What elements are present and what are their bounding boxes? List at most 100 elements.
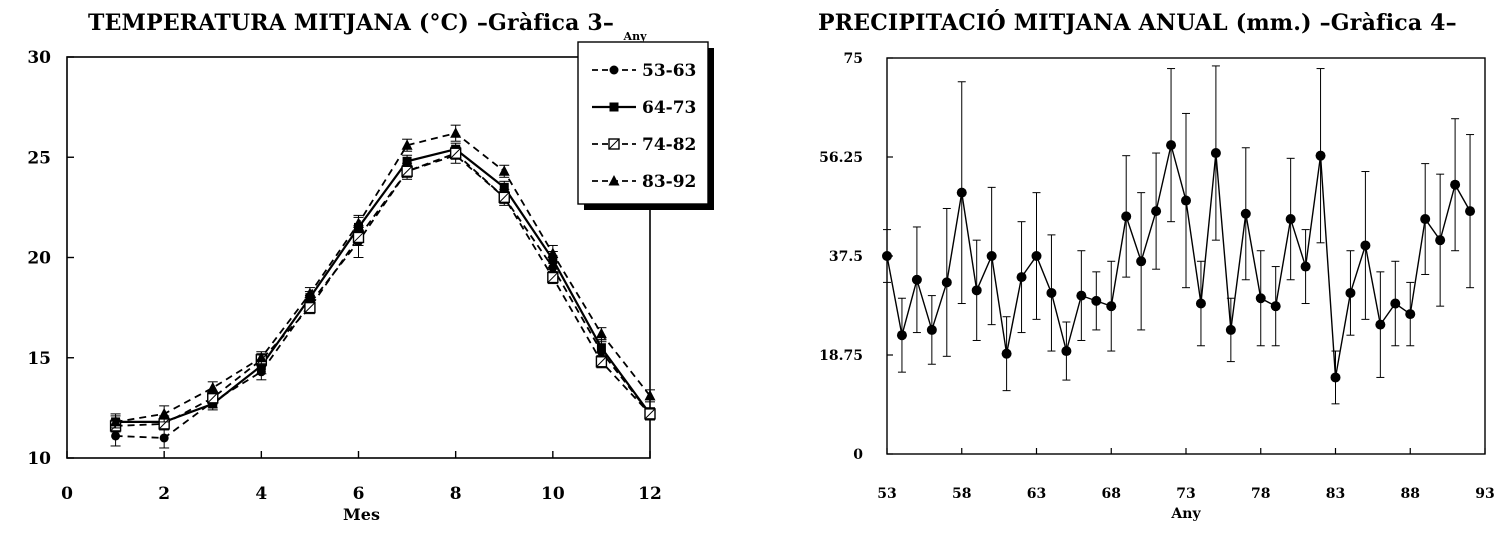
data-point: [896, 330, 907, 341]
legend: Any 53-63 64-73 74-82 83-92: [577, 30, 714, 210]
precipitation-chart-panel: PRECIPITACIÓ MITJANA ANUAL (mm.) –Gràfic…: [750, 0, 1500, 554]
data-point: [1091, 295, 1102, 306]
data-point: [1390, 298, 1401, 309]
precipitation-chart-title: PRECIPITACIÓ MITJANA ANUAL (mm.) –Gràfic…: [818, 10, 1457, 36]
y-tick-label: 15: [27, 349, 51, 369]
data-point: [498, 165, 510, 176]
data-point: [1016, 272, 1027, 283]
x-tick-label: 78: [1251, 486, 1270, 502]
y-tick-label: 30: [27, 48, 51, 68]
data-point: [1360, 240, 1371, 251]
data-point: [644, 389, 656, 401]
x-tick-label: 68: [1102, 486, 1121, 502]
data-point: [1465, 206, 1476, 217]
data-point-hatch: [401, 165, 413, 177]
data-point: [402, 156, 412, 166]
data-point: [1181, 195, 1191, 206]
y-tick-label: 10: [27, 449, 51, 469]
x-tick-label: 12: [638, 484, 662, 504]
data-point: [609, 65, 619, 75]
x-tick-label: 4: [255, 484, 267, 504]
legend-title: Any: [623, 30, 648, 43]
data-point: [1210, 148, 1221, 159]
y-tick-label: 0: [853, 447, 863, 463]
data-point: [609, 102, 619, 112]
precipitation-chart: 0 18.75 37.5 56.25 75 53 58 63 68 73 78 83 88 93 Any: [819, 51, 1495, 522]
data-point: [1315, 150, 1326, 161]
data-point: [986, 251, 997, 261]
data-point: [1420, 214, 1431, 225]
data-point-hatch: [596, 356, 607, 368]
data-point-hatch: [644, 408, 656, 420]
data-point: [1195, 298, 1206, 309]
x-tick-label: 73: [1176, 486, 1195, 502]
data-point: [1121, 211, 1132, 222]
data-point: [596, 343, 606, 353]
series-line: [115, 132, 651, 423]
x-tick-label: 63: [1027, 486, 1046, 502]
data-point-hatch: [547, 272, 559, 283]
data-point-hatch: [498, 191, 510, 203]
data-point: [1136, 256, 1147, 267]
legend-box: [577, 41, 709, 205]
data-point: [1435, 235, 1446, 246]
x-axis-title: Mes: [343, 505, 380, 524]
legend-label: 64-73: [642, 98, 696, 118]
data-point-hatch: [450, 147, 462, 159]
data-point-hatch: [207, 392, 219, 404]
x-tick-label: 83: [1326, 486, 1345, 502]
x-tick-label: 93: [1475, 486, 1494, 502]
data-point: [1375, 319, 1386, 330]
data-point: [608, 175, 620, 186]
data-point: [158, 407, 170, 419]
data-point: [971, 285, 982, 296]
y-tick-label: 25: [27, 148, 51, 168]
data-point: [941, 277, 952, 288]
data-point: [110, 415, 122, 427]
legend-label: 83-92: [642, 172, 696, 192]
series-74-82: [109, 146, 656, 433]
data-point: [1240, 208, 1251, 219]
data-point: [304, 287, 316, 299]
data-point: [1225, 324, 1236, 335]
series-line: [115, 152, 651, 427]
y-tick-label: 75: [844, 51, 863, 67]
data-point: [1300, 261, 1311, 272]
x-tick-label: 53: [877, 486, 896, 502]
data-point: [207, 381, 219, 393]
x-tick-label: 88: [1401, 486, 1420, 502]
legend-label: 53-63: [642, 61, 696, 81]
data-point: [1031, 251, 1042, 261]
data-point: [1106, 301, 1117, 312]
y-tick-label: 18.75: [819, 348, 863, 364]
data-point: [1061, 346, 1072, 357]
x-tick-label: 10: [541, 484, 565, 504]
data-point: [595, 327, 607, 339]
data-point: [1001, 348, 1012, 359]
data-point: [1345, 287, 1356, 298]
data-point: [926, 324, 937, 335]
x-tick-label: 6: [353, 484, 365, 504]
data-point: [255, 351, 267, 363]
data-point-hatch: [304, 302, 316, 313]
temperature-chart-panel: TEMPERATURA MITJANA (°C) –Gràfica 3– 10 1…: [27, 10, 714, 524]
data-point: [911, 274, 922, 285]
data-point: [1166, 140, 1177, 151]
temperature-chart: 10 15 20 25 30 0 2 4 6 8 10 12 Mes Any 53-63 64-73 74-82…: [27, 30, 714, 524]
x-tick-label: 8: [450, 484, 462, 504]
data-point: [450, 127, 462, 138]
x-tick-label: 2: [158, 484, 170, 504]
x-tick-label: 0: [61, 484, 73, 504]
data-point: [547, 247, 559, 258]
data-point: [499, 182, 509, 192]
data-point: [159, 433, 169, 443]
data-point: [1046, 287, 1057, 298]
y-tick-label: 20: [27, 249, 51, 269]
data-point: [353, 217, 364, 228]
data-point: [1405, 309, 1416, 320]
data-point: [882, 251, 892, 261]
data-point-hatch: [608, 138, 620, 150]
y-tick-label: 56.25: [819, 150, 863, 166]
series-line: [886, 144, 1471, 378]
series-83-92: [110, 124, 656, 429]
